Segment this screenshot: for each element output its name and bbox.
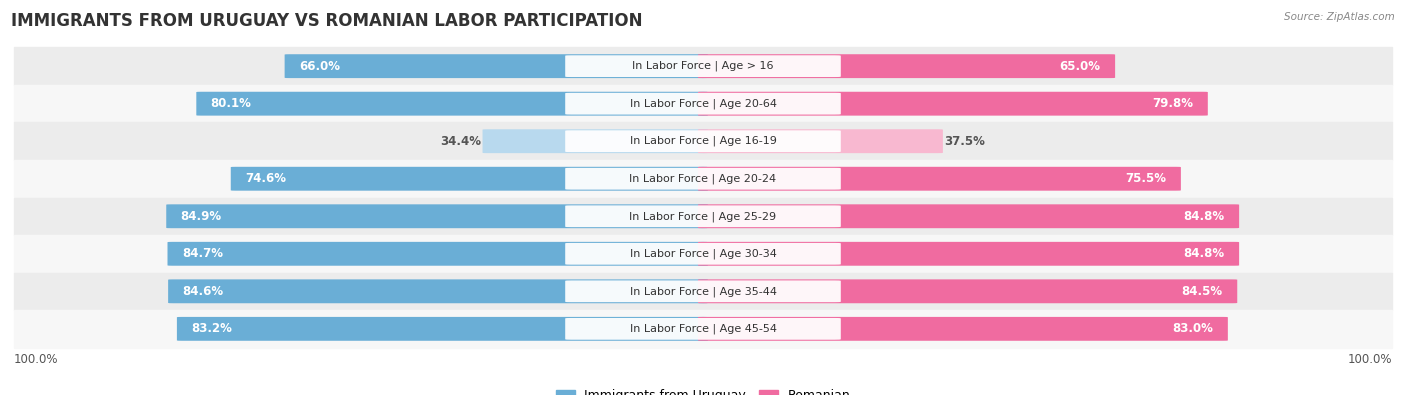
Text: In Labor Force | Age 30-34: In Labor Force | Age 30-34 (630, 248, 776, 259)
Text: In Labor Force | Age 20-64: In Labor Force | Age 20-64 (630, 98, 776, 109)
FancyBboxPatch shape (565, 243, 841, 265)
Text: 74.6%: 74.6% (245, 172, 287, 185)
Text: Source: ZipAtlas.com: Source: ZipAtlas.com (1284, 12, 1395, 22)
Text: In Labor Force | Age 35-44: In Labor Force | Age 35-44 (630, 286, 776, 297)
FancyBboxPatch shape (284, 54, 709, 78)
Text: 84.8%: 84.8% (1184, 247, 1225, 260)
FancyBboxPatch shape (565, 205, 841, 227)
Text: 65.0%: 65.0% (1060, 60, 1101, 73)
Text: 84.9%: 84.9% (180, 210, 222, 223)
Text: In Labor Force | Age 16-19: In Labor Force | Age 16-19 (630, 136, 776, 147)
Text: 75.5%: 75.5% (1125, 172, 1167, 185)
Text: In Labor Force | Age 25-29: In Labor Force | Age 25-29 (630, 211, 776, 222)
FancyBboxPatch shape (697, 317, 1227, 341)
FancyBboxPatch shape (697, 54, 1115, 78)
FancyBboxPatch shape (565, 130, 841, 152)
FancyBboxPatch shape (482, 129, 709, 153)
FancyBboxPatch shape (565, 318, 841, 340)
FancyBboxPatch shape (565, 280, 841, 302)
Text: 84.5%: 84.5% (1181, 285, 1223, 298)
Text: 80.1%: 80.1% (211, 97, 252, 110)
Bar (14, 310, 1392, 348)
Text: 79.8%: 79.8% (1153, 97, 1194, 110)
FancyBboxPatch shape (197, 92, 709, 116)
FancyBboxPatch shape (565, 168, 841, 190)
Bar (14, 122, 1392, 160)
FancyBboxPatch shape (231, 167, 709, 191)
Bar (14, 160, 1392, 198)
Text: IMMIGRANTS FROM URUGUAY VS ROMANIAN LABOR PARTICIPATION: IMMIGRANTS FROM URUGUAY VS ROMANIAN LABO… (11, 12, 643, 30)
Text: 84.7%: 84.7% (181, 247, 224, 260)
FancyBboxPatch shape (697, 92, 1208, 116)
Text: 66.0%: 66.0% (299, 60, 340, 73)
Text: 84.8%: 84.8% (1184, 210, 1225, 223)
FancyBboxPatch shape (697, 167, 1181, 191)
FancyBboxPatch shape (166, 204, 709, 228)
Bar (14, 85, 1392, 122)
Text: 34.4%: 34.4% (440, 135, 481, 148)
FancyBboxPatch shape (697, 204, 1239, 228)
Text: 84.6%: 84.6% (183, 285, 224, 298)
Text: In Labor Force | Age 45-54: In Labor Force | Age 45-54 (630, 324, 776, 334)
Bar (14, 47, 1392, 85)
FancyBboxPatch shape (697, 279, 1237, 303)
Text: 83.2%: 83.2% (191, 322, 232, 335)
FancyBboxPatch shape (565, 93, 841, 115)
Bar (14, 235, 1392, 273)
Bar (14, 198, 1392, 235)
FancyBboxPatch shape (565, 55, 841, 77)
FancyBboxPatch shape (697, 242, 1239, 266)
Text: In Labor Force | Age > 16: In Labor Force | Age > 16 (633, 61, 773, 71)
Text: 100.0%: 100.0% (14, 353, 59, 366)
FancyBboxPatch shape (167, 242, 709, 266)
FancyBboxPatch shape (697, 129, 943, 153)
FancyBboxPatch shape (177, 317, 709, 341)
Legend: Immigrants from Uruguay, Romanian: Immigrants from Uruguay, Romanian (551, 384, 855, 395)
Text: 37.5%: 37.5% (945, 135, 986, 148)
Text: In Labor Force | Age 20-24: In Labor Force | Age 20-24 (630, 173, 776, 184)
Text: 83.0%: 83.0% (1173, 322, 1213, 335)
Bar (14, 273, 1392, 310)
FancyBboxPatch shape (169, 279, 709, 303)
Text: 100.0%: 100.0% (1347, 353, 1392, 366)
